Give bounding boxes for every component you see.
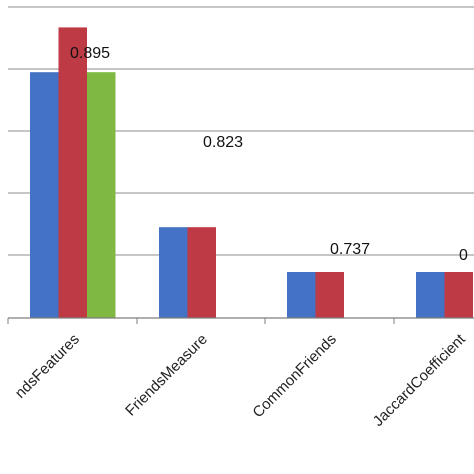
bar [87, 72, 116, 318]
bar [58, 27, 87, 319]
bar [287, 272, 316, 318]
category-label: CommonFriends [249, 331, 339, 421]
data-labels-group: 0.895 0.823 0.737 0 [70, 45, 468, 264]
bar [416, 272, 445, 318]
data-label: 0.737 [330, 241, 370, 258]
category-label: JaccardCoefficient [370, 330, 470, 430]
data-label: 0.895 [70, 45, 110, 62]
data-label: 0.823 [203, 134, 243, 151]
bar [30, 72, 59, 318]
bar [315, 272, 344, 318]
bar [159, 227, 188, 318]
bar [187, 227, 216, 318]
category-label: FriendsMeasure [122, 331, 211, 420]
category-label: ndsFeatures [12, 331, 83, 402]
bars-group [30, 27, 473, 319]
category-labels-group: ndsFeatures FriendsMeasure CommonFriends… [12, 330, 470, 430]
bar [444, 272, 473, 318]
data-label: 0 [459, 247, 468, 264]
